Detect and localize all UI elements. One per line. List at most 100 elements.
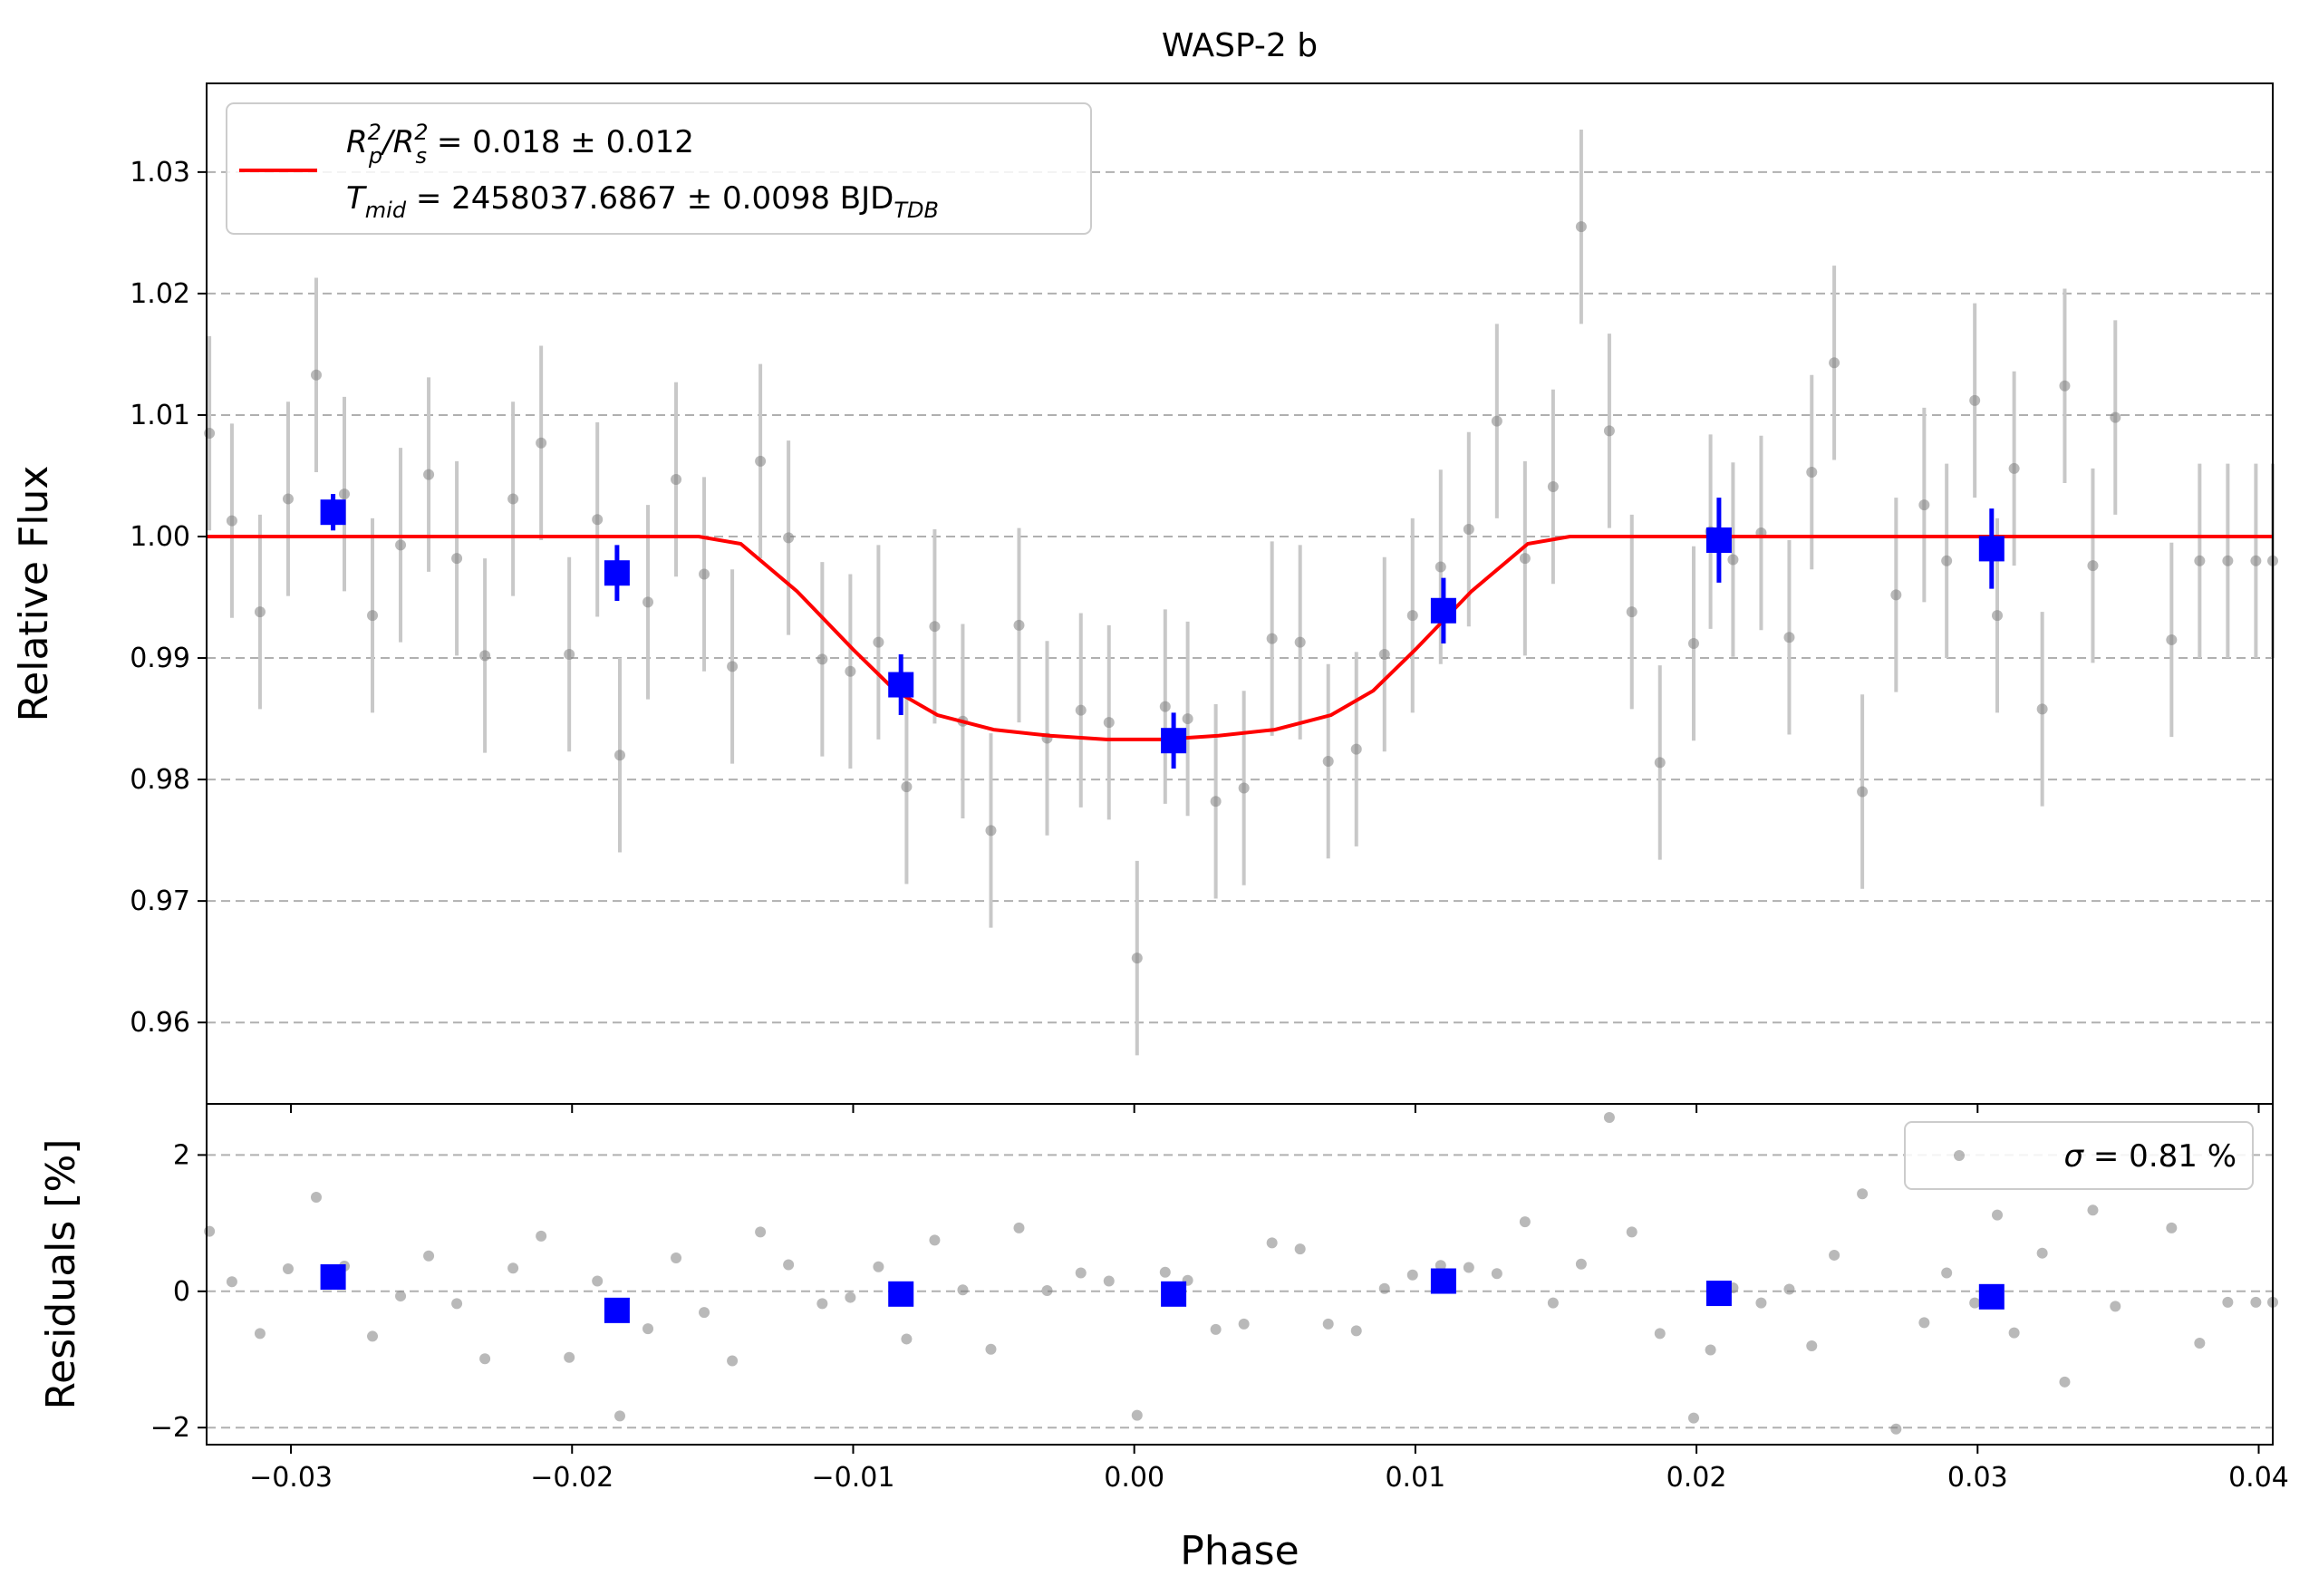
flux-raw-point <box>1159 701 1171 712</box>
flux-raw-point <box>2036 703 2048 715</box>
residuals-raw-point <box>1435 1260 1446 1272</box>
flux-raw-point <box>1378 649 1390 661</box>
x-tick-label: −0.03 <box>249 1462 333 1494</box>
flux-raw-point <box>642 596 654 608</box>
flux-y-axis-label: Relative Flux <box>11 466 57 722</box>
flux-raw-point <box>1075 704 1087 716</box>
residuals-raw-point <box>1266 1237 1278 1249</box>
residuals-raw-point <box>1463 1262 1474 1273</box>
residuals-raw-point <box>1941 1267 1953 1279</box>
residuals-raw-point <box>1829 1249 1840 1261</box>
residuals-raw-point <box>2222 1296 2234 1308</box>
flux-raw-point <box>2087 560 2099 572</box>
residuals-raw-point <box>1406 1269 1418 1281</box>
flux-legend: R2 p/R2 s = 0.018 ± 0.012 Tmid = 2458037.6… <box>226 102 1092 235</box>
flux-raw-point <box>2059 380 2071 392</box>
residuals-raw-point <box>1013 1222 1025 1233</box>
residuals-legend-marker <box>1954 1150 1965 1161</box>
residuals-raw-point <box>985 1343 997 1355</box>
flux-raw-point <box>1210 796 1222 808</box>
flux-raw-point <box>592 514 604 526</box>
residuals-raw-point <box>783 1259 795 1271</box>
flux-raw-point <box>507 493 519 505</box>
residuals-raw-point <box>310 1192 322 1204</box>
residuals-raw-point <box>1705 1344 1716 1356</box>
flux-raw-point <box>1626 606 1638 618</box>
x-tick-label: 0.03 <box>1947 1462 2008 1494</box>
residuals-raw-point <box>816 1298 828 1310</box>
flux-raw-point <box>423 469 435 480</box>
residuals-raw-point <box>1890 1423 1902 1435</box>
residuals-binned-point <box>604 1297 630 1323</box>
flux-raw-point <box>1266 633 1278 644</box>
flux-raw-point <box>1829 357 1840 369</box>
residuals-raw-point <box>1210 1323 1222 1335</box>
residuals-legend-label: σ = 0.81 % <box>2064 1138 2237 1175</box>
flux-raw-point <box>614 750 625 761</box>
residuals-binned-points <box>320 1264 2005 1323</box>
residuals-binned-point <box>320 1264 346 1291</box>
flux-binned-point <box>1161 728 1187 754</box>
residuals-raw-point <box>1575 1258 1587 1270</box>
flux-raw-point <box>310 369 322 381</box>
residuals-raw-point <box>1806 1340 1818 1351</box>
flux-x-ticks <box>290 1104 2260 1113</box>
residuals-raw-point <box>1103 1275 1115 1287</box>
flux-raw-point <box>1519 553 1531 565</box>
residuals-legend-box <box>1904 1121 2254 1190</box>
residuals-raw-point <box>1918 1317 1930 1329</box>
residuals-raw-point <box>2194 1337 2206 1349</box>
residuals-raw-point <box>367 1330 379 1342</box>
residuals-raw-point <box>254 1328 266 1340</box>
flux-raw-point <box>1603 425 1615 437</box>
residuals-raw-point <box>1992 1209 2003 1221</box>
residuals-raw-point <box>2036 1247 2048 1259</box>
residuals-raw-point <box>642 1323 654 1335</box>
residuals-raw-point <box>1519 1216 1531 1228</box>
residuals-raw-point <box>1491 1268 1502 1280</box>
flux-binned-points <box>320 494 2005 769</box>
flux-y-tick-label: 0.98 <box>130 764 190 796</box>
flux-raw-point <box>901 781 913 793</box>
flux-binned-point <box>1705 527 1732 554</box>
flux-raw-point <box>1783 632 1795 643</box>
residuals-raw-point <box>1159 1266 1171 1278</box>
x-tick-label: 0.01 <box>1385 1462 1445 1494</box>
residuals-raw-point <box>1322 1318 1334 1330</box>
residuals-raw-point <box>479 1353 491 1365</box>
flux-raw-point <box>479 650 491 662</box>
flux-raw-point <box>699 568 710 580</box>
flux-raw-point <box>367 610 379 622</box>
residuals-grid <box>207 1154 2273 1429</box>
flux-y-tick-label: 0.97 <box>130 885 190 917</box>
flux-raw-point <box>1103 717 1115 729</box>
flux-raw-points <box>204 221 2278 964</box>
residuals-raw-point <box>226 1276 237 1288</box>
residuals-y-tick-label: −2 <box>150 1412 190 1444</box>
residuals-raw-point <box>957 1284 969 1296</box>
residuals-y-ticks: −2 0 2 <box>150 1139 207 1444</box>
flux-raw-point <box>816 653 828 665</box>
chart-title: WASP-2 b <box>1162 27 1318 64</box>
residuals-y-tick-label: 0 <box>173 1276 190 1308</box>
residuals-raw-point <box>755 1226 767 1238</box>
flux-y-tick-label: 0.99 <box>130 643 190 674</box>
flux-panel: 0.96 0.97 0.98 0.99 1.00 1.01 1.02 1.03 Relativ… <box>11 82 2278 1113</box>
residuals-binned-point <box>1161 1281 1187 1307</box>
flux-raw-point <box>1992 610 2003 622</box>
flux-raw-point <box>1969 394 1981 406</box>
residuals-raw-point <box>282 1262 294 1274</box>
residuals-raw-point <box>1350 1325 1362 1337</box>
flux-raw-point <box>727 661 739 672</box>
residuals-axes-frame <box>206 1103 2274 1446</box>
residuals-raw-point <box>614 1410 625 1422</box>
residuals-y-tick-label: 2 <box>173 1139 190 1171</box>
x-tick-label: 0.02 <box>1667 1462 1727 1494</box>
flux-raw-point <box>1238 782 1250 794</box>
flux-binned-point <box>320 499 346 526</box>
flux-raw-point <box>1547 481 1559 493</box>
residuals-binned-point <box>1978 1283 2005 1310</box>
flux-raw-point <box>2166 634 2178 645</box>
